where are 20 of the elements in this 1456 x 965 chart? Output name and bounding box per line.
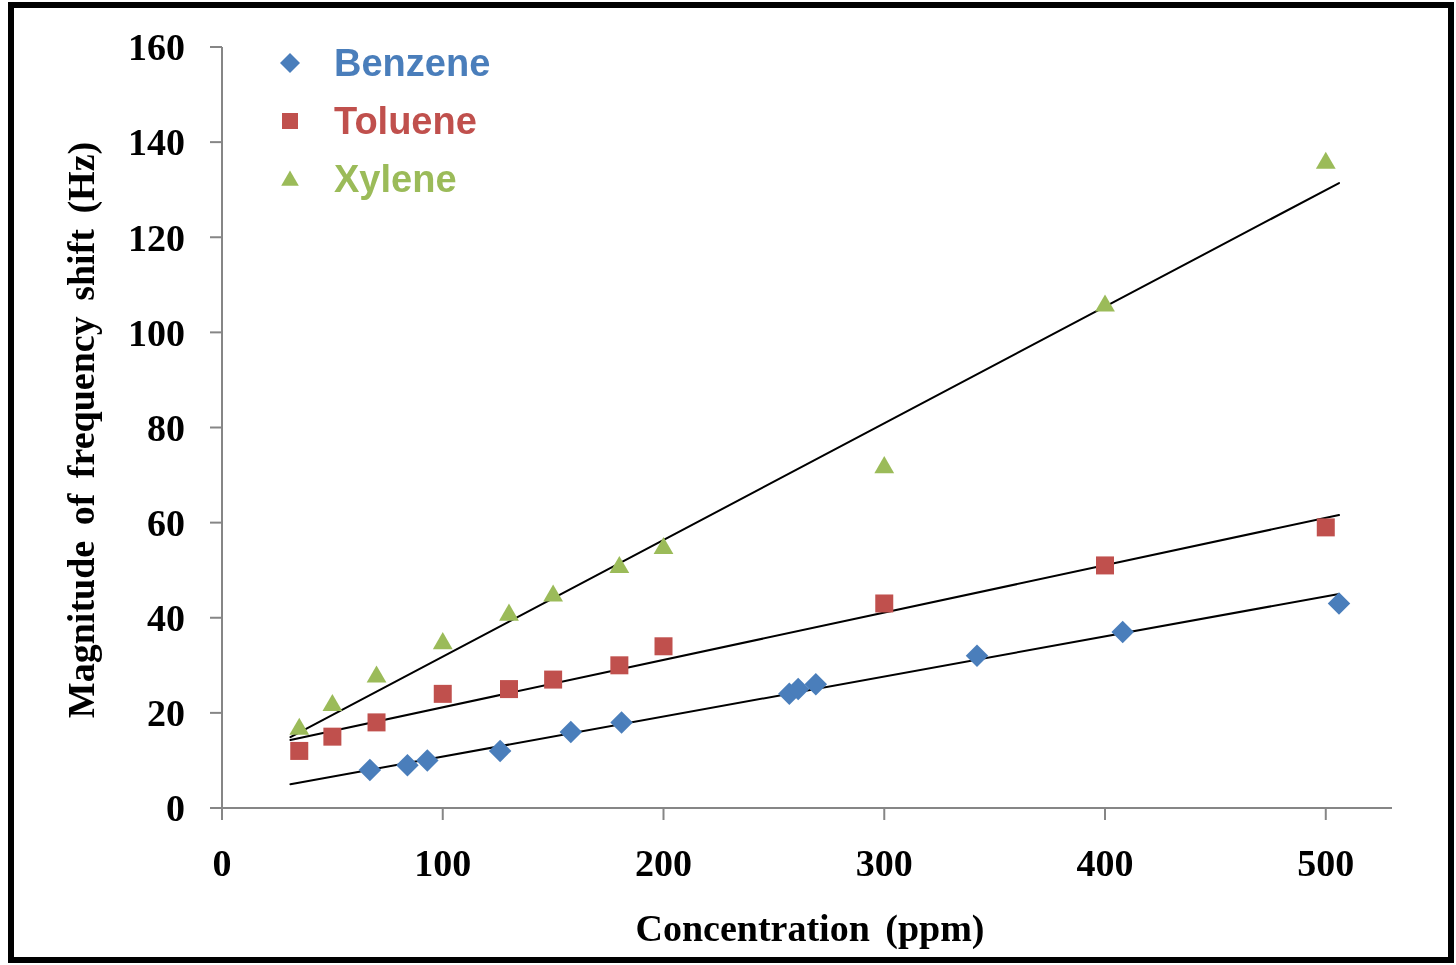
x-tick-label: 500 bbox=[1297, 842, 1355, 884]
y-tick-label: 60 bbox=[147, 501, 185, 544]
legend-label: Xylene bbox=[334, 158, 457, 201]
y-tick-label: 80 bbox=[147, 406, 185, 449]
y-tick-label: 0 bbox=[166, 787, 185, 830]
legend-label: Benzene bbox=[334, 42, 491, 85]
y-tick-label: 120 bbox=[128, 216, 185, 259]
x-tick-label: 0 bbox=[212, 842, 232, 884]
x-tick-label: 400 bbox=[1076, 842, 1134, 884]
y-tick-label: 100 bbox=[128, 311, 185, 354]
x-tick-label: 100 bbox=[414, 842, 472, 884]
y-tick-label: 140 bbox=[128, 121, 185, 164]
legend-label: Toluene bbox=[334, 100, 477, 143]
y-tick-label: 20 bbox=[147, 692, 185, 735]
y-tick-label: 40 bbox=[147, 597, 185, 640]
x-tick-label: 300 bbox=[855, 842, 913, 884]
y-axis-title: Magnitude of frequency shift (Hz) bbox=[60, 141, 103, 719]
y-tick-label: 160 bbox=[128, 26, 185, 69]
x-axis-title: Concentration (ppm) bbox=[635, 907, 985, 950]
x-tick-label: 200 bbox=[635, 842, 693, 884]
